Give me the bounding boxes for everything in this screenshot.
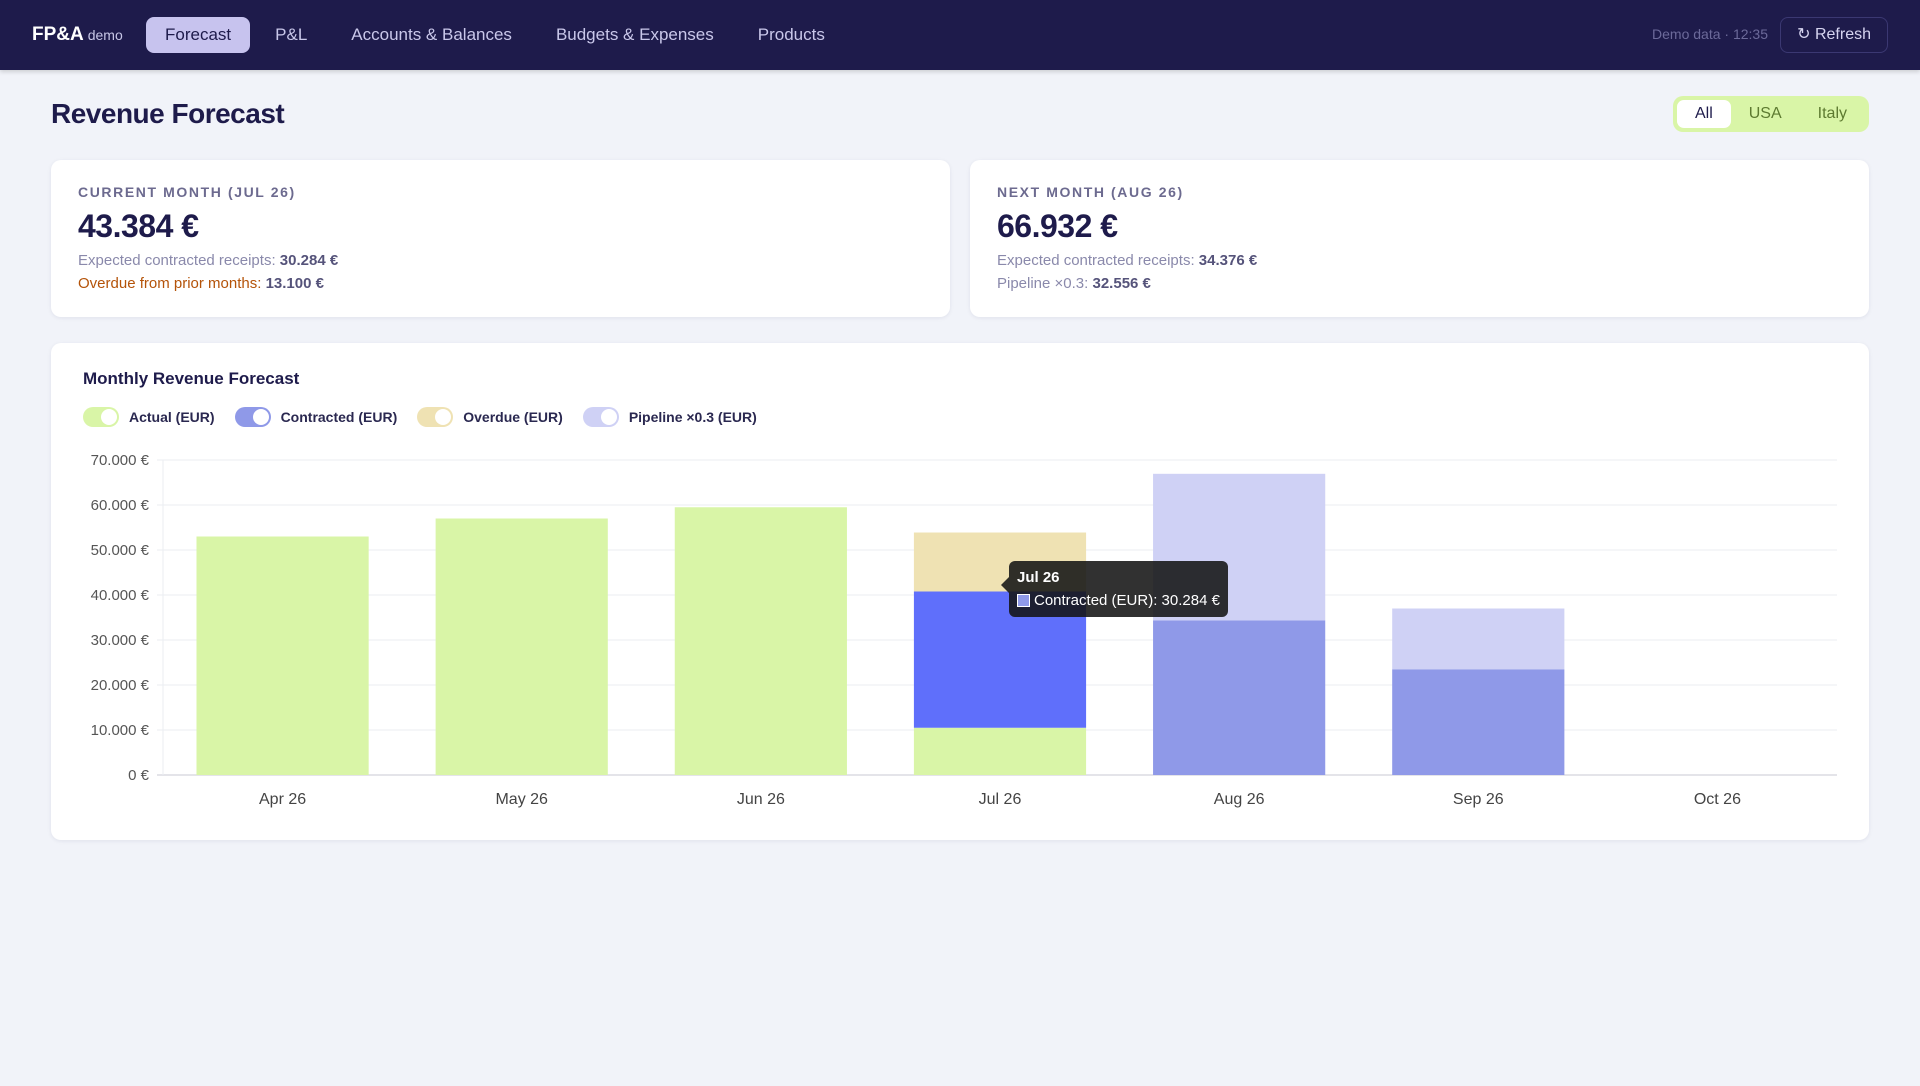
x-tick-label: Sep 26 <box>1453 791 1504 808</box>
bar-actual <box>674 507 847 775</box>
refresh-button[interactable]: ↻ Refresh <box>1780 17 1888 53</box>
x-tick-label: Oct 26 <box>1694 791 1741 808</box>
kpi-value: 43.384 € <box>78 208 199 244</box>
legend-toggle-actual[interactable]: Actual (EUR) <box>83 407 215 427</box>
toggle-switch-icon <box>83 407 119 427</box>
y-tick-label: 20.000 € <box>91 677 150 694</box>
toggle-switch-icon <box>582 407 619 427</box>
kpi-detail-label: Overdue from prior months: <box>78 275 262 292</box>
kpi-card-next-month: NEXT MONTH (AUG 26) 66.932 € Expected co… <box>970 160 1869 317</box>
kpi-detail-contracted: Expected contracted receipts: 34.376 € <box>997 252 1257 269</box>
y-tick-label: 0 € <box>128 767 150 784</box>
tooltip-text: Contracted (EUR): 30.284 € <box>1034 592 1220 609</box>
kpi-detail-overdue: Overdue from prior months: 13.100 € <box>78 275 324 292</box>
nav-tab-accounts-balances[interactable]: Accounts & Balances <box>351 25 512 44</box>
chart-card: Monthly Revenue Forecast Actual (EUR) Co… <box>51 343 1869 840</box>
legend-toggle-pipeline[interactable]: Pipeline ×0.3 (EUR) <box>582 407 757 427</box>
nav-tab-budgets-expenses[interactable]: Budgets & Expenses <box>555 25 714 44</box>
x-tick-label: Apr 26 <box>259 791 306 808</box>
bar-actual <box>435 518 608 775</box>
bar-contracted <box>1392 669 1565 775</box>
x-tick-label: Jun 26 <box>737 791 785 808</box>
chart-legend: Actual (EUR) Contracted (EUR) Overdue (E… <box>83 407 777 427</box>
toggle-switch-icon <box>234 407 271 427</box>
kpi-label: NEXT MONTH (AUG 26) <box>997 184 1184 200</box>
bar-actual <box>913 727 1087 775</box>
legend-label: Pipeline ×0.3 (EUR) <box>628 409 757 425</box>
bar-actual <box>196 536 369 775</box>
kpi-detail-contracted: Expected contracted receipts: 30.284 € <box>78 252 338 269</box>
tooltip-swatch-icon <box>1017 594 1030 607</box>
legend-label: Contracted (EUR) <box>280 409 398 425</box>
kpi-detail-label: Pipeline ×0.3: <box>997 275 1089 292</box>
legend-toggle-contracted[interactable]: Contracted (EUR) <box>234 407 398 427</box>
legend-label: Overdue (EUR) <box>463 409 563 425</box>
nav-tab-products[interactable]: Products <box>757 25 825 44</box>
nav-tab-pl[interactable]: P&L <box>275 25 308 44</box>
y-tick-label: 10.000 € <box>91 722 150 739</box>
region-filter: All USA Italy <box>1672 96 1869 132</box>
data-status: Demo data · 12:35 <box>1652 26 1768 42</box>
top-navbar: FP&A demo Forecast P&L Accounts & Balance… <box>0 0 1920 70</box>
legend-label: Actual (EUR) <box>129 409 215 425</box>
kpi-detail-value: 32.556 € <box>1092 275 1151 292</box>
x-tick-label: Jul 26 <box>979 791 1022 808</box>
y-tick-label: 40.000 € <box>91 587 150 604</box>
chart-title: Monthly Revenue Forecast <box>83 369 300 388</box>
y-tick-label: 60.000 € <box>91 497 150 514</box>
bar-pipeline <box>1392 608 1565 670</box>
brand-name: FP&A <box>32 24 84 45</box>
kpi-value: 66.932 € <box>997 208 1118 244</box>
y-tick-label: 70.000 € <box>91 452 150 469</box>
x-tick-label: Aug 26 <box>1214 791 1265 808</box>
y-tick-label: 50.000 € <box>91 542 150 559</box>
brand-sub: demo <box>87 27 123 43</box>
page-title: Revenue Forecast <box>51 98 285 129</box>
revenue-forecast-chart: 0 € 10.000 € 20.000 € 30.000 € 40.000 € 50.00… <box>91 452 1837 808</box>
toggle-switch-icon <box>417 407 454 427</box>
bar-contracted <box>1153 620 1326 775</box>
x-tick-label: May 26 <box>495 791 548 808</box>
y-tick-label: 30.000 € <box>91 632 150 649</box>
region-option-italy[interactable]: Italy <box>1817 105 1847 122</box>
kpi-detail-label: Expected contracted receipts: <box>78 252 276 269</box>
tooltip-title: Jul 26 <box>1017 569 1060 586</box>
kpi-card-current-month: CURRENT MONTH (JUL 26) 43.384 € Expected… <box>51 160 950 317</box>
main-nav: Forecast P&L Accounts & Balances Budgets… <box>146 17 850 53</box>
region-option-usa[interactable]: USA <box>1748 105 1782 122</box>
brand-logo[interactable]: FP&A demo <box>32 24 123 46</box>
kpi-detail-value: 30.284 € <box>279 252 339 269</box>
region-option-all[interactable]: All <box>1676 100 1731 128</box>
kpi-label: CURRENT MONTH (JUL 26) <box>78 184 296 200</box>
legend-toggle-overdue[interactable]: Overdue (EUR) <box>417 407 563 427</box>
nav-tab-forecast[interactable]: Forecast <box>146 17 251 53</box>
kpi-detail-value: 34.376 € <box>1198 252 1258 269</box>
kpi-detail-label: Expected contracted receipts: <box>997 252 1195 269</box>
chart-tooltip: Jul 26 Contracted (EUR): 30.284 € <box>1001 561 1228 617</box>
kpi-detail-pipeline: Pipeline ×0.3: 32.556 € <box>997 275 1151 292</box>
kpi-detail-value: 13.100 € <box>265 275 324 292</box>
